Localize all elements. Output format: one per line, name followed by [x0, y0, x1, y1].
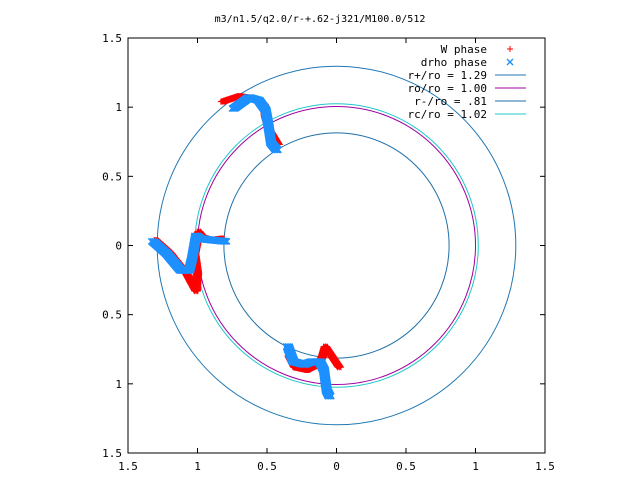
chart-title: m3/n1.5/q2.0/r-+.62-j321/M100.0/512 — [215, 14, 426, 25]
x-tick-label: 0 — [333, 460, 340, 473]
x-tick-label: 0.5 — [257, 460, 277, 473]
legend-label: drho phase — [421, 56, 487, 69]
y-tick-label: 0.5 — [102, 170, 122, 183]
points-group — [147, 93, 344, 400]
x-tick-label: 1.5 — [535, 460, 555, 473]
x-marker — [223, 237, 231, 245]
y-tick-label: 1 — [115, 378, 122, 391]
x-marker — [506, 58, 514, 66]
y-tick-label: 0.5 — [102, 309, 122, 322]
radius-circle — [197, 106, 476, 385]
x-tick-label: 0.5 — [396, 460, 416, 473]
y-tick-label: 1.5 — [102, 447, 122, 460]
radius-circle — [223, 132, 450, 359]
radius-circle — [194, 103, 479, 388]
y-tick-label: 1.5 — [102, 32, 122, 45]
x-marker — [221, 237, 229, 245]
x-marker — [273, 146, 281, 154]
x-marker — [326, 392, 334, 400]
y-tick-label: 1 — [115, 101, 122, 114]
x-tick-label: 1 — [472, 460, 479, 473]
axis-ticks: 1.5 1 0.5 0 0.5 1 1.51.510.500.511.5 — [102, 32, 555, 473]
point-series — [147, 93, 335, 400]
legend-label: ro/ro = 1.00 — [408, 82, 487, 95]
x-marker — [274, 146, 282, 154]
legend-label: rc/ro = 1.02 — [408, 108, 487, 121]
legend-label: r+/ro = 1.29 — [408, 69, 487, 82]
legend-label: W phase — [441, 43, 487, 56]
y-tick-label: 0 — [115, 240, 122, 253]
x-tick-label: 1.5 — [118, 460, 138, 473]
legend-label: r-/ro = .81 — [414, 95, 487, 108]
plus-marker — [507, 46, 513, 52]
x-tick-label: 1 — [194, 460, 201, 473]
x-marker — [327, 392, 335, 400]
plus-marker — [337, 364, 344, 371]
